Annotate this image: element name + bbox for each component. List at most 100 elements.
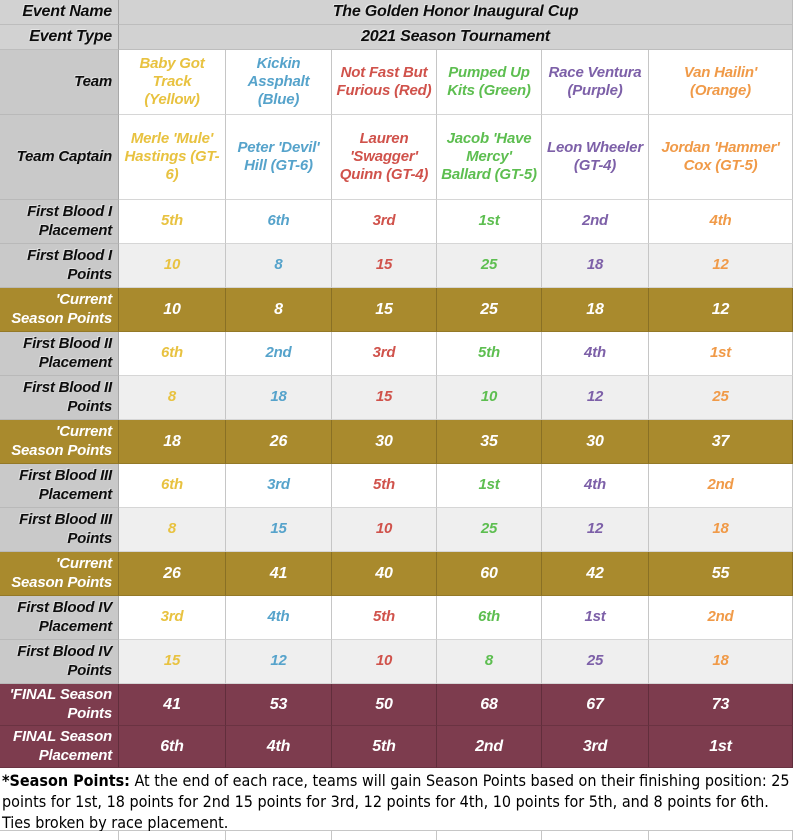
score-cell[interactable]: 10 [119,244,226,288]
score-cell[interactable]: 4th [226,726,332,768]
score-cell[interactable]: 3rd [332,332,437,376]
score-cell[interactable]: 18 [649,640,793,684]
score-cell[interactable]: 1st [437,200,542,244]
score-cell[interactable]: 12 [542,376,649,420]
team-name-cell[interactable]: Kickin Assphalt (Blue) [226,50,332,115]
score-cell[interactable]: 4th [226,596,332,640]
empty-cell[interactable] [226,831,332,840]
score-cell[interactable]: 10 [332,508,437,552]
score-cell[interactable]: 18 [649,508,793,552]
score-cell[interactable]: 37 [649,420,793,464]
score-cell[interactable]: 8 [437,640,542,684]
score-cell[interactable]: 10 [437,376,542,420]
score-cell[interactable]: 18 [542,244,649,288]
score-cell[interactable]: 2nd [542,200,649,244]
score-cell[interactable]: 60 [437,552,542,596]
empty-cell[interactable] [332,831,437,840]
score-cell[interactable]: 55 [649,552,793,596]
score-cell[interactable]: 18 [119,420,226,464]
row-label[interactable]: Event Name [0,0,119,25]
row-label[interactable]: Team Captain [0,115,119,200]
team-name-cell[interactable]: Van Hailin' (Orange) [649,50,793,115]
score-cell[interactable]: 1st [649,332,793,376]
score-cell[interactable]: 3rd [542,726,649,768]
score-cell[interactable]: 2nd [649,464,793,508]
score-cell[interactable]: 12 [649,244,793,288]
team-captain-cell[interactable]: Lauren 'Swagger' Quinn (GT-4) [332,115,437,200]
score-cell[interactable]: 15 [332,376,437,420]
score-cell[interactable]: 10 [119,288,226,332]
team-name-cell[interactable]: Pumped Up Kits (Green) [437,50,542,115]
score-cell[interactable]: 4th [542,464,649,508]
score-cell[interactable]: 3rd [226,464,332,508]
header-value-cell[interactable]: The Golden Honor Inaugural Cup [119,0,793,25]
score-cell[interactable]: 15 [332,288,437,332]
score-cell[interactable]: 41 [226,552,332,596]
score-cell[interactable]: 18 [542,288,649,332]
team-captain-cell[interactable]: Jacob 'Have Mercy' Ballard (GT-5) [437,115,542,200]
score-cell[interactable]: 5th [332,596,437,640]
score-cell[interactable]: 2nd [649,596,793,640]
team-captain-cell[interactable]: Leon Wheeler (GT-4) [542,115,649,200]
team-captain-cell[interactable]: Jordan 'Hammer' Cox (GT-5) [649,115,793,200]
empty-cell[interactable] [542,831,649,840]
score-cell[interactable]: 50 [332,684,437,726]
score-cell[interactable]: 53 [226,684,332,726]
score-cell[interactable]: 67 [542,684,649,726]
score-cell[interactable]: 8 [119,376,226,420]
score-cell[interactable]: 8 [226,288,332,332]
empty-cell[interactable] [649,831,793,840]
score-cell[interactable]: 8 [119,508,226,552]
score-cell[interactable]: 15 [119,640,226,684]
team-name-cell[interactable]: Baby Got Track (Yellow) [119,50,226,115]
score-cell[interactable]: 2nd [226,332,332,376]
score-cell[interactable]: 25 [437,508,542,552]
score-cell[interactable]: 26 [226,420,332,464]
team-captain-cell[interactable]: Peter 'Devil' Hill (GT-6) [226,115,332,200]
score-cell[interactable]: 4th [649,200,793,244]
score-cell[interactable]: 5th [119,200,226,244]
score-cell[interactable]: 1st [437,464,542,508]
score-cell[interactable]: 42 [542,552,649,596]
score-cell[interactable]: 6th [119,332,226,376]
team-captain-cell[interactable]: Merle 'Mule' Hastings (GT-6) [119,115,226,200]
score-cell[interactable]: 41 [119,684,226,726]
score-cell[interactable]: 12 [542,508,649,552]
empty-cell[interactable] [0,831,119,840]
score-cell[interactable]: 1st [542,596,649,640]
score-cell[interactable]: 73 [649,684,793,726]
score-cell[interactable]: 10 [332,640,437,684]
row-label[interactable]: First Blood III Placement [0,464,119,508]
row-label[interactable]: First Blood I Placement [0,200,119,244]
row-label[interactable]: 'Current Season Points [0,552,119,596]
score-cell[interactable]: 4th [542,332,649,376]
score-cell[interactable]: 30 [542,420,649,464]
score-cell[interactable]: 25 [437,244,542,288]
score-cell[interactable]: 15 [226,508,332,552]
empty-cell[interactable] [437,831,542,840]
row-label[interactable]: 'Current Season Points [0,420,119,464]
row-label[interactable]: First Blood II Points [0,376,119,420]
score-cell[interactable]: 25 [437,288,542,332]
header-value-cell[interactable]: 2021 Season Tournament [119,25,793,50]
row-label[interactable]: First Blood III Points [0,508,119,552]
row-label[interactable]: First Blood IV Placement [0,596,119,640]
row-label[interactable]: 'FINAL Season Points [0,684,119,726]
score-cell[interactable]: 40 [332,552,437,596]
score-cell[interactable]: 25 [542,640,649,684]
score-cell[interactable]: 35 [437,420,542,464]
score-cell[interactable]: 3rd [332,200,437,244]
score-cell[interactable]: 26 [119,552,226,596]
score-cell[interactable]: 15 [332,244,437,288]
row-label[interactable]: Event Type [0,25,119,50]
score-cell[interactable]: 68 [437,684,542,726]
score-cell[interactable]: 1st [649,726,793,768]
score-cell[interactable]: 8 [226,244,332,288]
empty-cell[interactable] [119,831,226,840]
row-label[interactable]: First Blood IV Points [0,640,119,684]
score-cell[interactable]: 2nd [437,726,542,768]
score-cell[interactable]: 3rd [119,596,226,640]
row-label[interactable]: First Blood II Placement [0,332,119,376]
score-cell[interactable]: 12 [226,640,332,684]
team-name-cell[interactable]: Race Ventura (Purple) [542,50,649,115]
